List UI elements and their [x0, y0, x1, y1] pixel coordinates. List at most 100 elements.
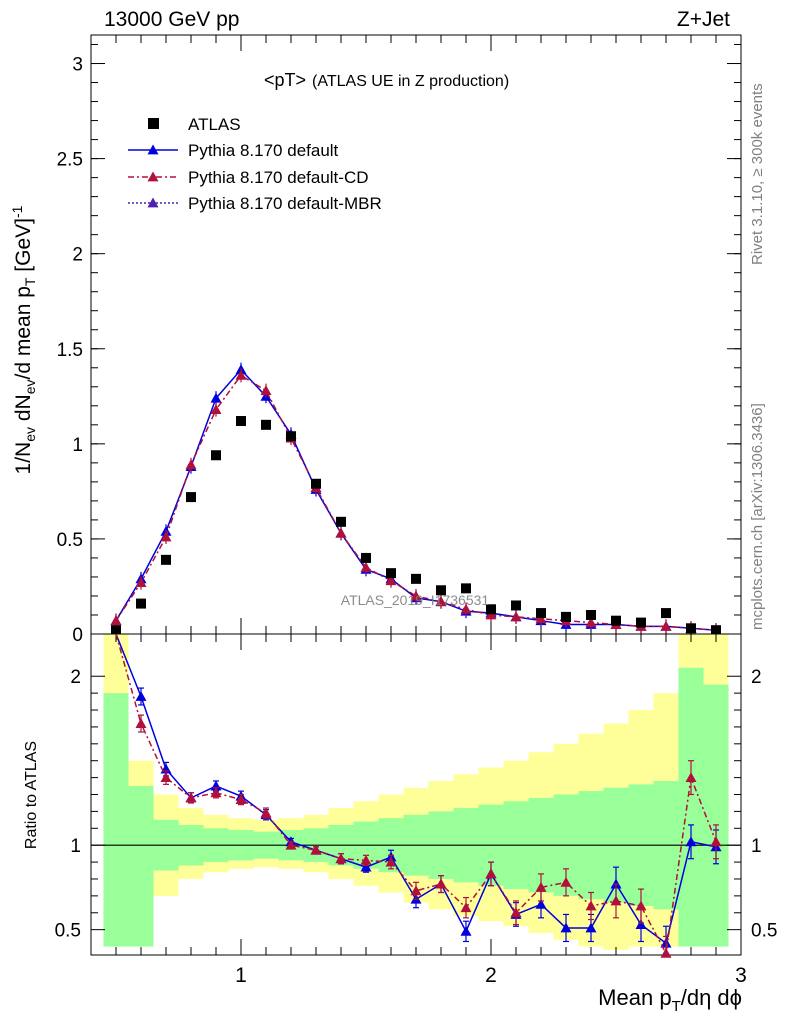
ratio-series-marker: [610, 895, 622, 906]
ratio-series-marker: [635, 919, 647, 929]
ratio-series-marker: [710, 836, 722, 847]
main-y-tick-label: 2.5: [57, 150, 83, 171]
x-tick-label: 2: [485, 964, 497, 987]
ratio-series-marker: [185, 792, 197, 803]
ratio-y-tick-label: 2: [70, 667, 81, 688]
atlas-data-point: [186, 492, 196, 503]
atlas-data-point: [661, 608, 671, 619]
legend-marker-atlas: [148, 118, 159, 129]
ratio-band-inner: [103, 693, 129, 947]
ratio-series-marker: [335, 853, 347, 864]
main-y-tick-label: 3: [72, 55, 83, 76]
atlas-data-point: [486, 604, 496, 615]
atlas-data-point: [586, 609, 596, 620]
ratio-panel: 1 2 3 0.5 0.5 1 1 2 2: [55, 633, 777, 987]
ratio-series-marker: [135, 691, 147, 701]
ratio-series-marker: [460, 925, 472, 936]
legend-label: Pythia 8.170 default: [188, 141, 339, 160]
ratio-series-marker: [560, 922, 572, 933]
atlas-data-point: [511, 600, 521, 611]
x-axis-title: Mean pT/dη dϕ: [598, 985, 742, 1015]
atlas-data-point: [411, 573, 421, 584]
ratio-series-marker: [260, 807, 272, 818]
atlas-data-point: [536, 608, 546, 619]
main-series-marker: [385, 575, 397, 586]
ratio-y-tick-label: 1: [70, 836, 81, 857]
atlas-data-point: [211, 450, 221, 461]
main-series-marker: [360, 561, 372, 572]
header-right: Z+Jet: [677, 8, 730, 31]
ratio-series-marker: [210, 787, 222, 798]
ratio-y-tick-label: 0.5: [55, 921, 81, 942]
main-y-title: 1/Nev dNev/d mean pT [GeV]-1: [9, 205, 38, 474]
ratio-band-inner: [678, 667, 704, 947]
ratio-band-inner: [703, 684, 729, 947]
ratio-series-marker: [535, 881, 547, 892]
main-y-tick-label: 1.5: [57, 340, 83, 361]
ratio-series-marker: [585, 900, 597, 911]
ratio-y-tick-label-right: 2: [751, 667, 762, 688]
legend-marker: [147, 197, 159, 208]
atlas-data-point: [461, 583, 471, 594]
main-series-marker: [535, 613, 547, 624]
main-series-marker: [185, 459, 197, 470]
ratio-series-marker: [585, 922, 597, 933]
mcplots-label: mcplots.cern.ch [arXiv:1306.3436]: [749, 403, 766, 630]
main-series-marker: [435, 596, 447, 607]
ratio-series-marker: [285, 839, 297, 850]
ratio-band-inner: [128, 786, 154, 947]
atlas-data-point: [261, 419, 271, 430]
ratio-series-marker: [685, 772, 697, 783]
atlas-data-point: [361, 552, 371, 563]
main-y-tick-label: 0: [72, 625, 83, 646]
header-left: 13000 GeV pp: [104, 8, 239, 31]
ratio-series-marker: [235, 794, 247, 804]
main-series-marker: [460, 603, 472, 614]
atlas-data-point: [236, 416, 246, 427]
atlas-data-point: [311, 478, 321, 489]
atlas-data-point: [161, 554, 171, 565]
atlas-data-point: [336, 516, 346, 527]
main-series-marker: [210, 392, 222, 403]
legend: <pT> (ATLAS UE in Z production) ATLAS Pyth…: [128, 70, 509, 213]
main-series-marker: [110, 615, 122, 626]
ratio-series-marker: [510, 907, 522, 918]
main-series-marker: [510, 611, 522, 622]
legend-label: ATLAS: [188, 115, 241, 134]
ratio-series-marker: [410, 885, 422, 896]
legend-label: Pythia 8.170 default-CD: [188, 168, 369, 187]
main-y-tick-label: 0.5: [57, 530, 83, 551]
analysis-watermark: ATLAS_2019_I1736531: [341, 592, 490, 608]
atlas-data-point: [561, 611, 571, 622]
ratio-series-marker: [535, 898, 547, 909]
ratio-series-marker: [685, 836, 697, 847]
atlas-data-point: [386, 568, 396, 579]
ratio-y-title: Ratio to ATLAS: [23, 741, 40, 849]
atlas-data-point: [286, 431, 296, 442]
legend-label: Pythia 8.170 default-MBR: [188, 194, 382, 213]
main-y-tick-label: 2: [72, 245, 83, 266]
main-panel: 0 0.5 1 1.5 2 2.5 3: [57, 34, 742, 646]
main-series-marker: [260, 385, 272, 395]
atlas-data-point: [711, 625, 721, 636]
atlas-data-point: [436, 585, 446, 596]
atlas-data-point: [111, 625, 121, 636]
ratio-series-marker: [560, 876, 572, 887]
main-series-marker: [335, 527, 347, 538]
main-series-marker: [410, 590, 422, 601]
ratio-y-tick-label-right: 1: [751, 836, 762, 857]
legend-marker: [147, 171, 159, 182]
main-series-marker: [235, 369, 247, 380]
atlas-data-point: [686, 623, 696, 634]
ratio-series-marker: [360, 861, 372, 872]
ratio-y-tick-label-right: 0.5: [751, 921, 777, 942]
ratio-series-marker: [310, 844, 322, 855]
main-series-marker: [585, 617, 597, 627]
ratio-series-marker: [660, 947, 672, 958]
ratio-series-marker: [160, 772, 172, 783]
main-series-marker: [160, 531, 172, 542]
ratio-series-marker: [435, 878, 447, 889]
atlas-data-point: [611, 615, 621, 626]
main-series-marker: [660, 620, 672, 631]
